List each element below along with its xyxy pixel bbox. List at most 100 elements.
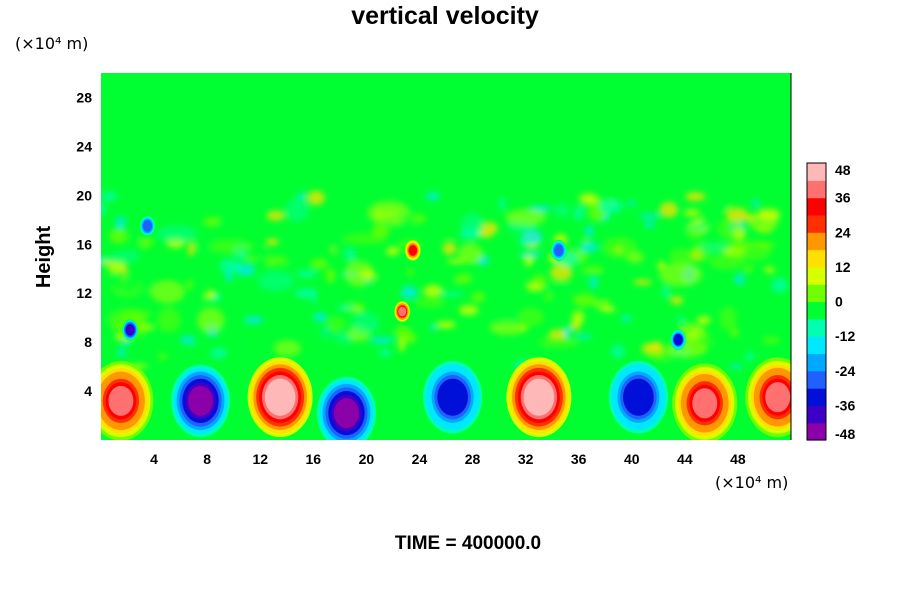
heatmap-cell [143, 220, 152, 231]
heatmap-cell [751, 199, 760, 207]
heatmap-cell [180, 335, 195, 345]
heatmap-cell [581, 238, 590, 244]
heatmap-cell [545, 293, 552, 302]
heatmap-cell [626, 201, 636, 206]
heatmap-cell [266, 210, 285, 221]
heatmap-cell [611, 344, 625, 359]
heatmap-cell [454, 273, 473, 284]
heatmap-cell [460, 212, 484, 236]
colorbar-segment [807, 336, 826, 355]
heatmap-cell [676, 316, 685, 323]
heatmap-cell [129, 234, 149, 240]
heatmap-cell [118, 347, 125, 359]
x-tick-label: 12 [252, 451, 268, 467]
colorbar-segment [807, 197, 826, 216]
heatmap-cell [326, 316, 346, 332]
heatmap-cell [408, 245, 417, 256]
heatmap-cell [210, 239, 254, 254]
heatmap-cell [734, 273, 745, 286]
chart-title: vertical velocity [351, 2, 539, 30]
heatmap-cell [101, 202, 106, 216]
heatmap-cell [685, 192, 706, 202]
y-tick-label: 28 [76, 89, 92, 105]
heatmap-cell [699, 241, 731, 253]
heatmap-cell [186, 279, 193, 290]
heatmap-cell [662, 286, 670, 298]
heatmap-cell [684, 221, 704, 240]
heatmap-cell [197, 307, 225, 334]
heatmap-cell [191, 342, 198, 351]
heatmap-cell [110, 251, 140, 263]
heatmap-cell [701, 212, 714, 229]
heatmap-cells [101, 215, 791, 440]
y-unit-label: (×10⁴ m) [15, 34, 88, 53]
heatmap-cell [307, 190, 325, 206]
y-tick-label: 4 [84, 383, 92, 399]
y-tick-label: 8 [84, 334, 92, 350]
heatmap-cell [219, 258, 242, 273]
x-tick-label: 40 [624, 451, 640, 467]
heatmap-cell [382, 211, 420, 230]
heatmap-cell [719, 306, 737, 331]
colorbar-tick-label: -36 [835, 397, 855, 413]
colorbar-segment [807, 353, 826, 372]
x-tick-label: 44 [677, 451, 693, 467]
heatmap-cell [519, 251, 543, 257]
colorbar-ticks: 48 36 24 12 0 -12 -24 -36 -48 [835, 162, 855, 442]
heatmap-cell [122, 340, 131, 346]
colorbar-segment [807, 232, 826, 251]
heatmap-cell [575, 334, 593, 339]
y-axis-ticks: 4 8 12 16 20 24 28 [76, 89, 92, 399]
heatmap-cell [233, 334, 252, 359]
heatmap-cell [398, 336, 405, 352]
heatmap-cell [479, 221, 498, 235]
heatmap-cell [294, 287, 318, 299]
y-axis-label: Height [33, 226, 55, 289]
heatmap-cell [435, 320, 456, 329]
heatmap-cell [156, 255, 172, 261]
heatmap-cell [265, 238, 279, 246]
heatmap-cell [287, 248, 294, 254]
colorbar-segment [807, 422, 826, 441]
heatmap-cell [415, 297, 446, 308]
heatmap-cell [297, 192, 306, 201]
heatmap-cell [378, 349, 392, 357]
heatmap-cell [126, 324, 135, 335]
heatmap-cell [259, 247, 268, 261]
heatmap-cell [108, 385, 134, 416]
heatmap-cell [658, 262, 703, 287]
heatmap-texture [101, 190, 791, 372]
heatmap-cell [599, 198, 623, 214]
heatmap-cell [762, 337, 780, 344]
heatmap-cell [625, 382, 651, 413]
heatmap-cell [331, 239, 346, 256]
heatmap-cell [115, 216, 126, 229]
heatmap-cell [285, 198, 309, 223]
heatmap-cell [489, 321, 527, 336]
y-tick-label: 16 [76, 236, 92, 252]
heatmap-cell [670, 296, 684, 305]
heatmap-cell [187, 241, 195, 257]
heatmap-cell [423, 284, 443, 298]
colorbar-segment [807, 266, 826, 285]
heatmap-cell [243, 316, 264, 324]
colorbar-segment [807, 284, 826, 303]
colorbar-tick-label: 0 [835, 294, 843, 310]
heatmap-cell [345, 248, 356, 261]
heatmap-cell [764, 266, 775, 274]
x-tick-label: 48 [730, 451, 746, 467]
heatmap-cell [564, 326, 571, 339]
heatmap-cell [188, 385, 214, 416]
heatmap-cell [386, 246, 400, 256]
heatmap-cell [197, 297, 209, 304]
y-tick-label: 20 [76, 187, 92, 203]
heatmap-cell [580, 242, 599, 252]
heatmap-cell [273, 340, 302, 357]
heatmap-cell [158, 353, 167, 360]
colorbar-tick-label: -48 [835, 426, 855, 442]
heatmap-cell [310, 258, 328, 270]
heatmap-cell [657, 261, 666, 270]
heatmap-cell [505, 209, 547, 226]
heatmap-cell [333, 398, 359, 429]
